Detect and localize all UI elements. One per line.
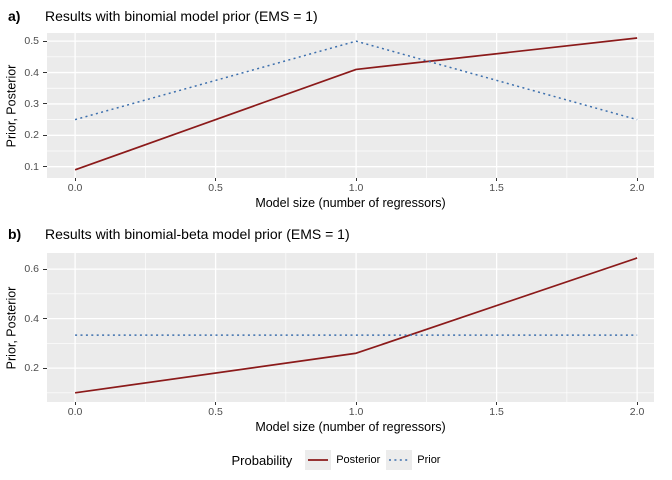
chart-a-title: Results with binomial model prior (EMS =…: [45, 8, 318, 24]
y-tick-label: 0.5: [24, 35, 39, 48]
panel-background: [47, 33, 654, 178]
chart-b-header: b) Results with binomial-beta model prio…: [0, 226, 672, 244]
y-tick-mark: [43, 268, 47, 270]
y-tick-mark: [43, 134, 47, 136]
prior-key-glyph: [389, 459, 410, 461]
x-tick-mark: [74, 402, 76, 405]
x-tick-mark: [215, 178, 217, 181]
y-tick-mark: [43, 40, 47, 42]
legend-label-posterior: Posterior: [336, 454, 381, 466]
chart-a-plot-panel: [47, 33, 654, 178]
y-axis-title-text: Prior, Posterior: [4, 286, 19, 369]
x-tick-label: 1.5: [489, 182, 504, 194]
y-tick-mark: [43, 103, 47, 105]
chart-a-header: a) Results with binomial model prior (EM…: [0, 8, 672, 26]
chart-b-x-axis-title: Model size (number of regressors): [255, 420, 446, 434]
x-tick-label: 1.5: [489, 406, 504, 418]
x-tick-mark: [496, 402, 498, 405]
y-tick-mark: [43, 318, 47, 320]
chart-b-plot-panel: [47, 253, 654, 402]
x-tick-mark: [215, 402, 217, 405]
series-line-posterior: [74, 37, 638, 171]
x-tick-label: 1.0: [348, 182, 364, 194]
series-line-posterior: [74, 257, 638, 394]
y-tick-mark: [43, 166, 47, 168]
y-tick-label: 0.1: [24, 160, 39, 173]
x-tick-mark: [636, 178, 638, 181]
y-tick-mark: [43, 367, 47, 369]
series-line-prior: [74, 40, 638, 121]
posterior-key-glyph: [308, 459, 329, 461]
x-tick-label: 1.0: [348, 406, 364, 418]
x-tick-mark: [355, 178, 357, 181]
legend-title: Probability: [231, 452, 293, 468]
prior-line-key: [386, 450, 413, 470]
chart-b-title: Results with binomial-beta model prior (…: [45, 226, 350, 242]
x-tick-mark: [355, 402, 357, 405]
x-tick-mark: [496, 178, 498, 181]
x-tick-mark: [636, 402, 638, 405]
chart-a-x-axis-title: Model size (number of regressors): [255, 196, 446, 210]
y-tick-label: 0.3: [24, 97, 39, 110]
posterior-line-key: [305, 450, 332, 470]
x-tick-label: 2.0: [629, 182, 645, 194]
y-tick-label: 0.4: [24, 312, 39, 325]
chart-a-tag: a): [8, 8, 21, 24]
legend-item-posterior: Posterior: [305, 450, 380, 470]
chart-b-tag: b): [8, 226, 22, 242]
x-tick-label: 0.0: [67, 182, 83, 194]
y-tick-label: 0.4: [24, 66, 39, 79]
x-tick-label: 0.0: [67, 406, 83, 418]
x-tick-label: 2.0: [629, 406, 645, 418]
panel-background: [47, 253, 654, 402]
x-tick-mark: [74, 178, 76, 181]
legend-label-prior: Prior: [417, 454, 441, 466]
y-tick-label: 0.2: [24, 129, 39, 142]
x-tick-label: 0.5: [208, 182, 223, 194]
y-tick-mark: [43, 72, 47, 73]
legend: Probability Posterior Prior: [0, 444, 672, 476]
y-tick-label: 0.6: [24, 263, 39, 276]
x-tick-label: 0.5: [208, 406, 223, 418]
legend-item-prior: Prior: [386, 450, 440, 470]
y-tick-label: 0.2: [24, 362, 39, 375]
